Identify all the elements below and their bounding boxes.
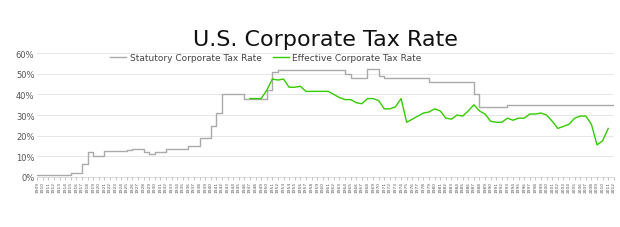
Effective Corporate Tax Rate bbox=[336, 97, 343, 99]
Legend: Statutory Corporate Tax Rate, Effective Corporate Tax Rate: Statutory Corporate Tax Rate, Effective … bbox=[107, 50, 425, 66]
Statutory Corporate Tax Rate bbox=[565, 104, 573, 107]
Statutory Corporate Tax Rate bbox=[33, 174, 41, 176]
Effective Corporate Tax Rate bbox=[588, 123, 595, 126]
Effective Corporate Tax Rate bbox=[560, 126, 567, 128]
Line: Statutory Corporate Tax Rate: Statutory Corporate Tax Rate bbox=[37, 69, 614, 175]
Effective Corporate Tax Rate bbox=[358, 103, 366, 106]
Effective Corporate Tax Rate bbox=[593, 144, 601, 147]
Statutory Corporate Tax Rate bbox=[50, 174, 58, 176]
Effective Corporate Tax Rate bbox=[246, 98, 254, 101]
Statutory Corporate Tax Rate bbox=[202, 137, 209, 139]
Title: U.S. Corporate Tax Rate: U.S. Corporate Tax Rate bbox=[193, 30, 458, 50]
Effective Corporate Tax Rate bbox=[403, 121, 410, 124]
Effective Corporate Tax Rate bbox=[436, 110, 444, 113]
Statutory Corporate Tax Rate bbox=[610, 104, 618, 107]
Statutory Corporate Tax Rate bbox=[364, 68, 371, 71]
Line: Effective Corporate Tax Rate: Effective Corporate Tax Rate bbox=[250, 80, 608, 145]
Statutory Corporate Tax Rate bbox=[319, 69, 326, 72]
Effective Corporate Tax Rate bbox=[268, 78, 276, 81]
Statutory Corporate Tax Rate bbox=[179, 148, 187, 151]
Statutory Corporate Tax Rate bbox=[593, 104, 601, 107]
Effective Corporate Tax Rate bbox=[604, 128, 612, 130]
